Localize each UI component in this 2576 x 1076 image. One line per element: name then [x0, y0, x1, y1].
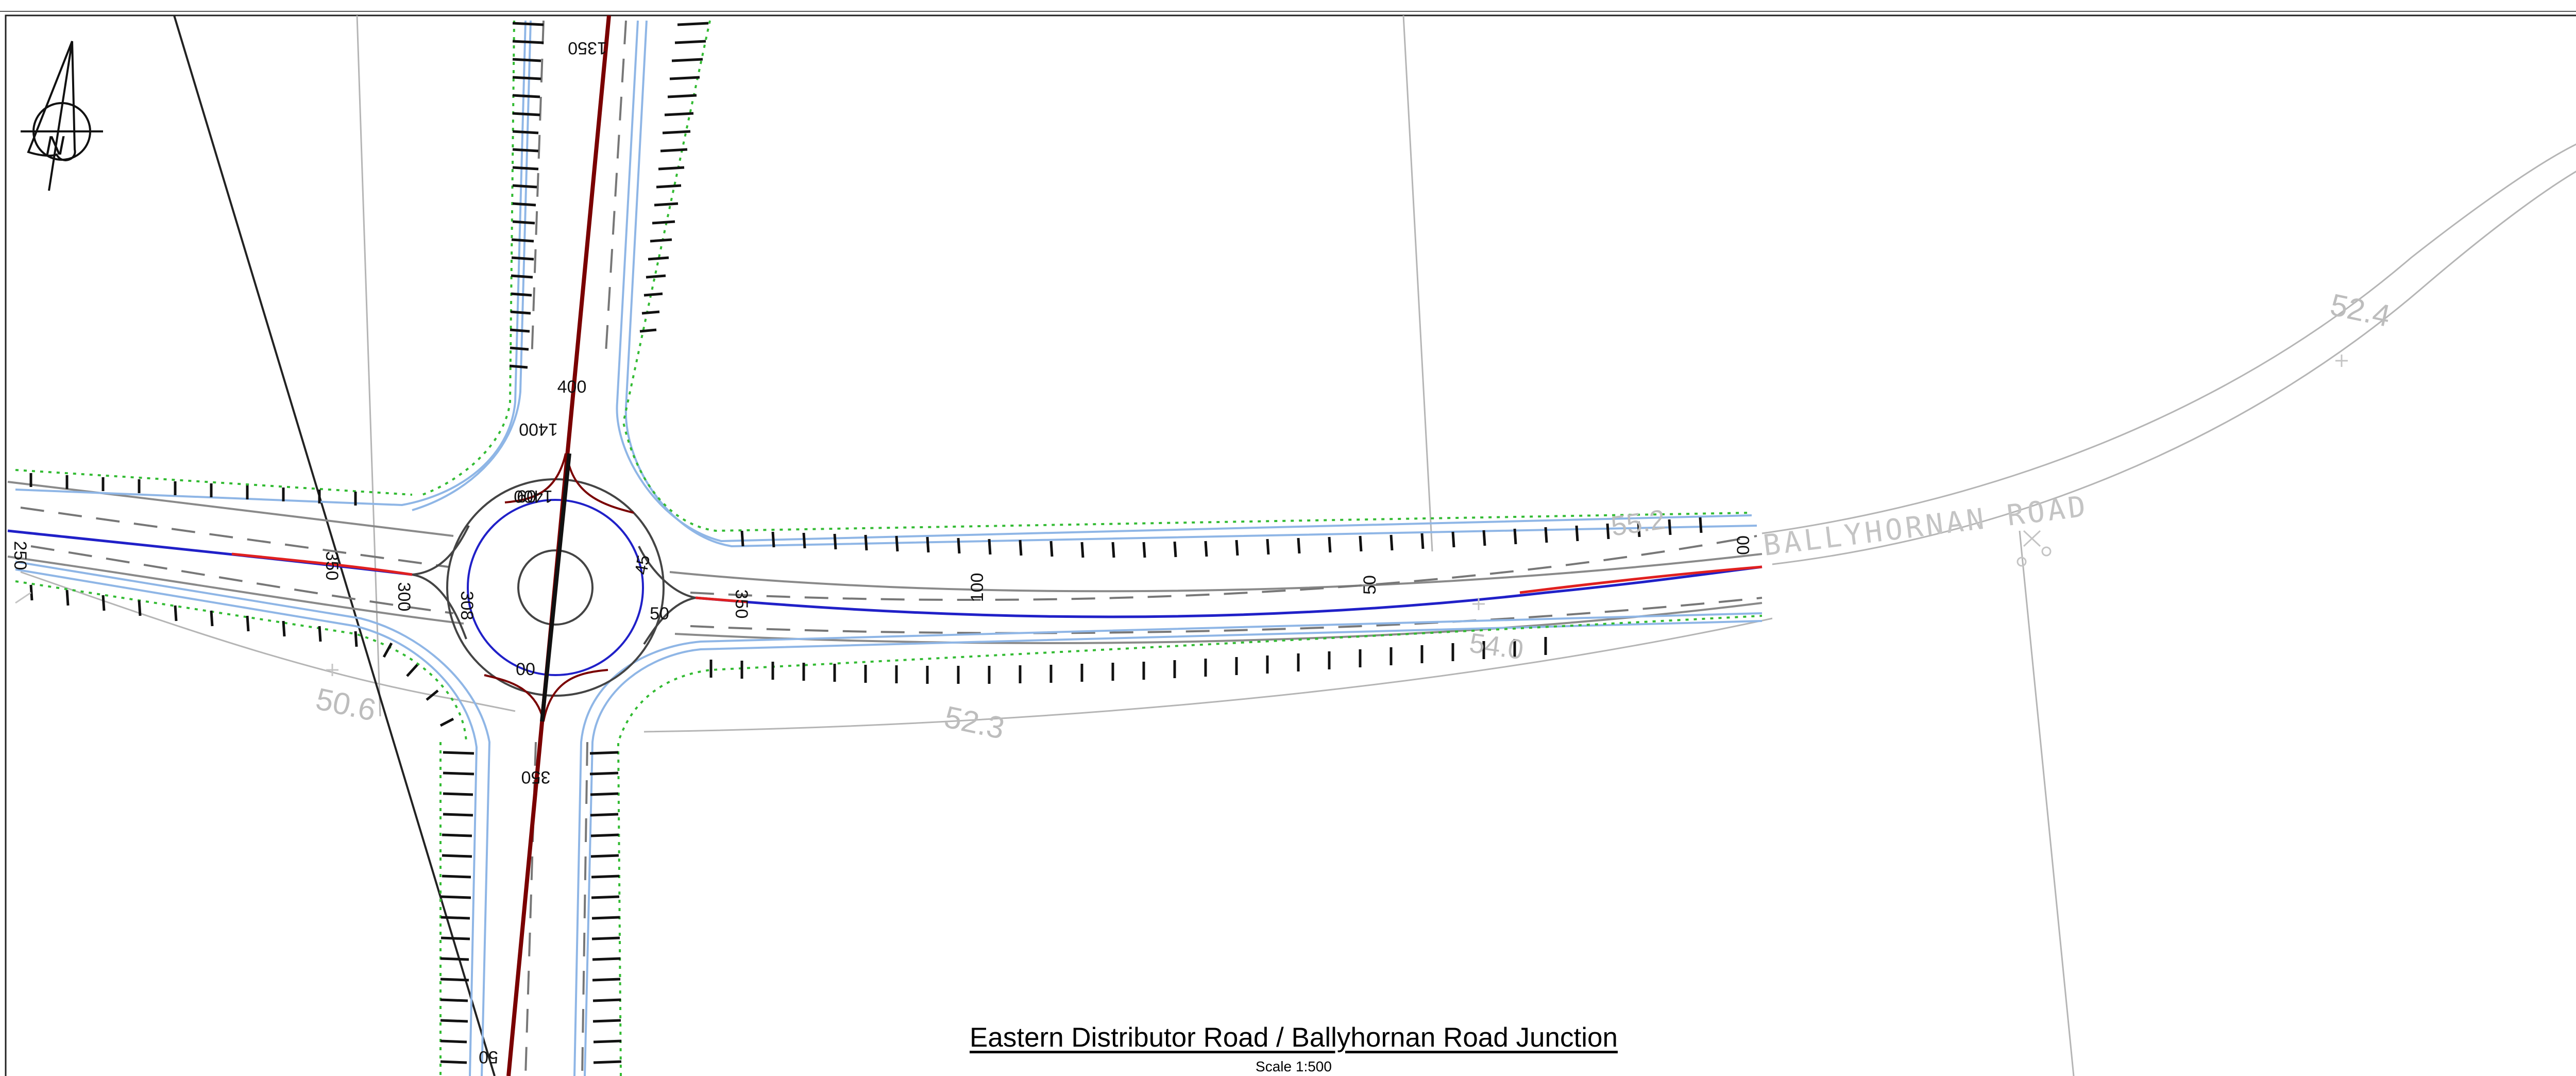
chainage-main-south: 350: [521, 767, 551, 787]
ground-lines: [20, 15, 2576, 1076]
title-block: Eastern Distributor Road / Ballyhornan R…: [0, 1022, 2576, 1075]
sheet-border: [5, 14, 2576, 1076]
minor-road-centerline-east-red: [1519, 565, 1762, 594]
main-road-centerline-core: [540, 453, 571, 722]
chainage-minor-w-1: 350: [322, 551, 342, 581]
north-label: N: [45, 131, 65, 161]
embankment-hatching: [29, 22, 1703, 1064]
roundabout: [412, 453, 696, 722]
chainage-island-w: 308: [457, 591, 477, 620]
chainage-main-top: 1350: [568, 38, 607, 58]
lane-markings: [20, 20, 1762, 1076]
chainage-minor-w-end: 250: [10, 541, 30, 570]
chainage-main-mid: 1400: [519, 419, 558, 439]
spot-level-se: 54.0: [1467, 627, 1525, 665]
chainage-island-e: 45: [631, 553, 654, 576]
kerb-lines: [15, 20, 1762, 1076]
chainage-labels: 1350 400 1400 60 1400 308 45 00 350 50 3…: [10, 38, 1753, 1067]
spot-level-sw: 50.6: [313, 681, 379, 728]
spot-level-s: 52.3: [941, 699, 1007, 746]
spot-level-ne: 52.4: [2327, 287, 2393, 333]
verge-lines: [15, 20, 1762, 1076]
minor-road-edges: [7, 481, 1762, 644]
north-arrow-icon: N: [21, 41, 103, 191]
minor-road-centerline-east: [695, 565, 1762, 618]
chainage-minor-e-2: 50: [650, 604, 669, 624]
drawing-scale: Scale 1:500: [1256, 1058, 1332, 1074]
chainage-minor-e-3: 100: [968, 573, 987, 602]
chainage-island-n: 400: [557, 377, 587, 397]
chainage-main-south-end: 50: [479, 1047, 498, 1067]
chainage-island-top: 60: [517, 487, 536, 507]
roundabout-ring-blue: [467, 499, 644, 676]
chainage-minor-e-1: 350: [732, 590, 751, 619]
drawing-title: Eastern Distributor Road / Ballyhornan R…: [970, 1022, 1618, 1053]
chainage-main-bottom: 1400: [514, 486, 553, 506]
spot-level-e: 55.2: [1609, 504, 1667, 542]
chainage-island-south: 00: [516, 660, 535, 679]
chainage-minor-e-4: 50: [1360, 575, 1380, 595]
central-island: [517, 549, 594, 626]
minor-road-centerline-west-red: [231, 552, 413, 576]
chainage-minor-e-end: 00: [1734, 535, 1753, 555]
survey-marks: [15, 355, 2348, 676]
chainage-minor-w-2: 300: [394, 582, 414, 612]
